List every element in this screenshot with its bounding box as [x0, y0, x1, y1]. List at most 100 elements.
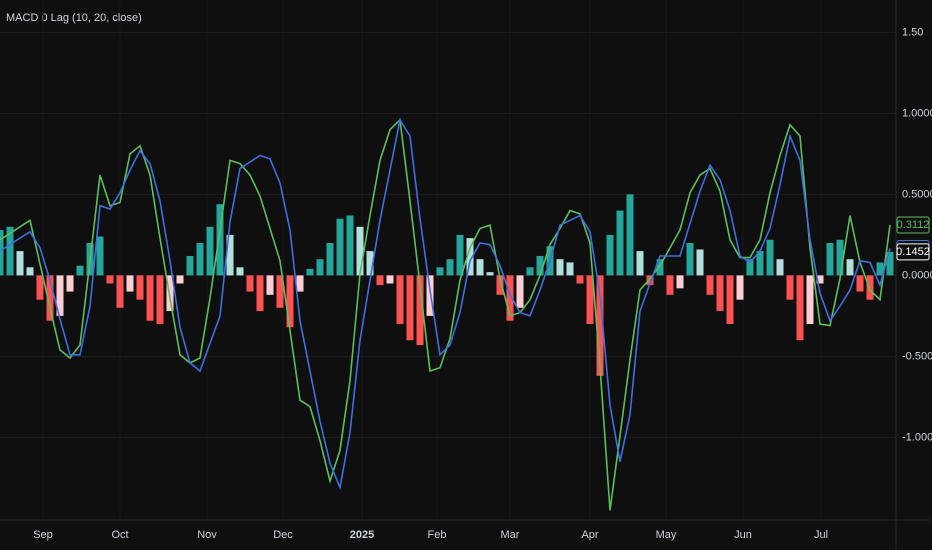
- histogram-bar: [866, 275, 874, 300]
- histogram-bar: [276, 275, 284, 308]
- histogram-bar: [406, 275, 414, 341]
- histogram-bar: [616, 210, 624, 276]
- histogram-bar: [26, 267, 34, 276]
- x-tick-label: Dec: [273, 529, 293, 541]
- histogram-bar: [566, 262, 574, 276]
- histogram-bar: [56, 275, 64, 316]
- histogram-bar: [746, 259, 754, 276]
- histogram-bar: [236, 267, 244, 276]
- histogram-bar: [116, 275, 124, 308]
- histogram-bar: [586, 275, 594, 324]
- histogram-bar: [226, 234, 234, 276]
- histogram-bar: [126, 275, 134, 292]
- histogram-bar: [356, 226, 364, 276]
- histogram-bar: [876, 262, 884, 276]
- histogram-bar: [46, 275, 54, 321]
- x-tick-label: Jul: [814, 529, 828, 541]
- histogram-bar: [136, 275, 144, 300]
- x-tick-label: May: [656, 529, 677, 541]
- histogram-bar: [436, 267, 444, 276]
- histogram-bar: [396, 275, 404, 324]
- histogram-bar: [636, 251, 644, 276]
- last-value-label: 0.3112: [897, 219, 930, 231]
- x-tick-label: Feb: [428, 529, 447, 541]
- histogram-bar: [466, 238, 474, 276]
- histogram-bar: [736, 275, 744, 300]
- histogram-bar: [756, 251, 764, 276]
- histogram-bar: [686, 242, 694, 276]
- histogram-bar: [476, 259, 484, 276]
- x-tick-label: Apr: [581, 529, 598, 541]
- histogram-bar: [526, 267, 534, 276]
- histogram-bar: [766, 239, 774, 276]
- histogram-bar: [246, 275, 254, 292]
- histogram-bar: [206, 226, 214, 276]
- histogram-bar: [696, 249, 704, 276]
- x-tick-label: Sep: [33, 529, 53, 541]
- histogram-bar: [156, 275, 164, 324]
- histogram-bar: [886, 251, 894, 276]
- histogram-bar: [486, 272, 494, 276]
- histogram-bar: [316, 259, 324, 276]
- histogram-bar: [0, 230, 4, 276]
- line-series: [0, 117, 891, 491]
- histogram-bar: [836, 239, 844, 276]
- histogram-bar: [326, 242, 334, 276]
- histogram-bar: [376, 275, 384, 286]
- x-tick-label: Oct: [111, 529, 128, 541]
- histogram-bar: [556, 259, 564, 276]
- histogram-bar: [806, 275, 814, 324]
- histogram-bar: [386, 275, 394, 284]
- histogram-bar: [6, 226, 14, 276]
- histogram-bar: [646, 275, 654, 286]
- histogram-bar: [656, 259, 664, 276]
- histogram-bar: [286, 275, 294, 328]
- histogram-bar: [716, 275, 724, 312]
- histogram-bar: [856, 275, 864, 292]
- histogram-bar: [816, 275, 824, 284]
- last-value-label: 0.1452: [896, 246, 930, 258]
- histogram-bar: [726, 275, 734, 324]
- histogram-bar: [446, 259, 454, 276]
- histogram-bar: [256, 275, 264, 312]
- histogram-bar: [366, 251, 374, 276]
- histogram-bar: [306, 268, 314, 276]
- histogram-bar: [606, 234, 614, 276]
- histogram-bar: [76, 265, 84, 276]
- x-tick-label: Mar: [501, 529, 520, 541]
- histogram-bar: [676, 275, 684, 289]
- histogram-bar: [36, 275, 44, 300]
- histogram-bar: [626, 194, 634, 276]
- histogram-bar: [106, 275, 114, 284]
- histogram-bar: [416, 275, 424, 346]
- histogram-bar: [336, 218, 344, 276]
- histogram-bar: [66, 275, 74, 292]
- histogram-bar: [186, 255, 194, 276]
- histogram-bar: [346, 215, 354, 276]
- histogram-bar: [176, 275, 184, 284]
- histogram-bar: [536, 255, 544, 276]
- histogram-bar: [706, 275, 714, 295]
- chart-title: MACD 0 Lag (10, 20, close): [6, 12, 142, 24]
- histogram-bar: [776, 259, 784, 276]
- histogram-bar: [796, 275, 804, 341]
- histogram-bar: [146, 275, 154, 321]
- histogram-bar: [576, 275, 584, 284]
- x-tick-label: Nov: [197, 529, 217, 541]
- histogram-bar: [666, 275, 674, 295]
- histogram-bar: [426, 275, 434, 316]
- histogram-bar: [96, 236, 104, 276]
- histogram-bar: [216, 204, 224, 276]
- histogram-bar: [826, 242, 834, 276]
- histogram-bar: [166, 275, 174, 312]
- histogram-bar: [296, 275, 304, 292]
- histogram-bar: [516, 275, 524, 308]
- histogram-bar: [786, 275, 794, 300]
- last-value-box: [896, 243, 930, 261]
